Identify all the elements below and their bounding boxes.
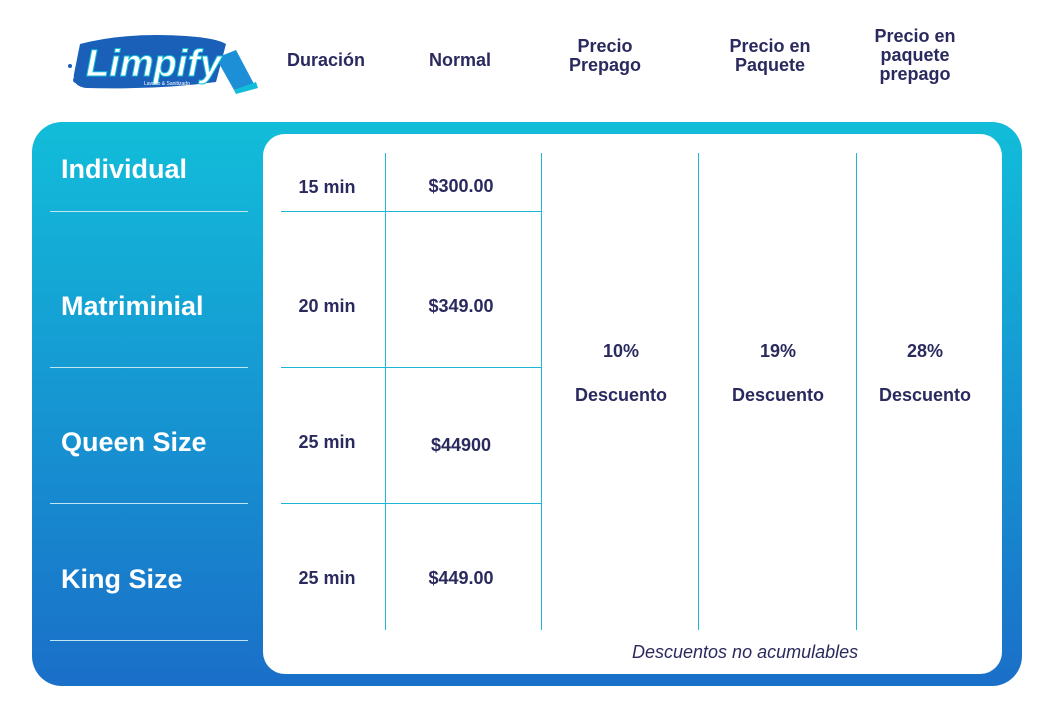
column-divider bbox=[385, 153, 386, 630]
duration-cell: 15 min bbox=[298, 177, 356, 197]
normal-price-cell: $349.00 bbox=[428, 296, 494, 316]
prepaid-discount-percent: 10% bbox=[602, 341, 640, 361]
table-row-divider bbox=[281, 503, 542, 504]
header-package-line1: Precio en bbox=[729, 36, 811, 56]
row-divider bbox=[50, 367, 248, 368]
table-row-divider bbox=[281, 211, 542, 212]
header-package-prepaid-line3: prepago bbox=[879, 64, 951, 84]
normal-price-cell: $300.00 bbox=[428, 176, 494, 196]
row-divider bbox=[50, 211, 248, 212]
pricing-card bbox=[263, 134, 1002, 674]
brand-name: Limpify bbox=[86, 43, 223, 85]
duration-cell: 20 min bbox=[298, 296, 356, 316]
brand-tagline: Lavado & Sanitizado bbox=[144, 81, 190, 87]
column-divider bbox=[698, 153, 699, 630]
header-package-prepaid-line2: paquete bbox=[880, 45, 950, 65]
package-prepaid-discount-percent: 28% bbox=[906, 341, 944, 361]
package-discount-percent: 19% bbox=[759, 341, 797, 361]
row-label-individual: Individual bbox=[61, 154, 188, 184]
prepaid-discount-label: Descuento bbox=[574, 385, 668, 405]
duration-cell: 25 min bbox=[298, 568, 356, 588]
header-package: Precio en Paquete bbox=[695, 37, 845, 75]
column-divider bbox=[856, 153, 857, 630]
package-discount-label: Descuento bbox=[731, 385, 825, 405]
header-duration: Duración bbox=[286, 50, 365, 70]
row-label-king-size: King Size bbox=[61, 564, 183, 594]
header-package-line2: Paquete bbox=[734, 55, 806, 75]
row-label-queen-size: Queen Size bbox=[61, 427, 207, 457]
prepaid-discount: 10% Descuento bbox=[546, 329, 696, 417]
discount-footnote: Descuentos no acumulables bbox=[632, 642, 859, 662]
row-divider bbox=[50, 503, 248, 504]
header-normal: Normal bbox=[428, 50, 491, 70]
header-prepaid: Precio Prepago bbox=[530, 37, 680, 75]
column-divider bbox=[541, 153, 542, 630]
header-prepaid-line1: Precio bbox=[577, 36, 633, 56]
header-package-prepaid: Precio en paquete prepago bbox=[840, 27, 990, 84]
normal-price-cell: $449.00 bbox=[428, 568, 494, 588]
row-divider bbox=[50, 640, 248, 641]
duration-cell: 25 min bbox=[298, 432, 356, 452]
package-prepaid-discount: 28% Descuento bbox=[850, 329, 1000, 417]
normal-price-cell: $44900 bbox=[430, 435, 492, 455]
package-prepaid-discount-label: Descuento bbox=[878, 385, 972, 405]
row-label-matrimonial: Matriminial bbox=[61, 291, 204, 321]
header-package-prepaid-line1: Precio en bbox=[874, 26, 956, 46]
limpify-logo: Limpify Lavado & Sanitizado bbox=[66, 30, 262, 96]
header-prepaid-line2: Prepago bbox=[568, 55, 642, 75]
table-row-divider bbox=[281, 367, 542, 368]
package-discount: 19% Descuento bbox=[703, 329, 853, 417]
